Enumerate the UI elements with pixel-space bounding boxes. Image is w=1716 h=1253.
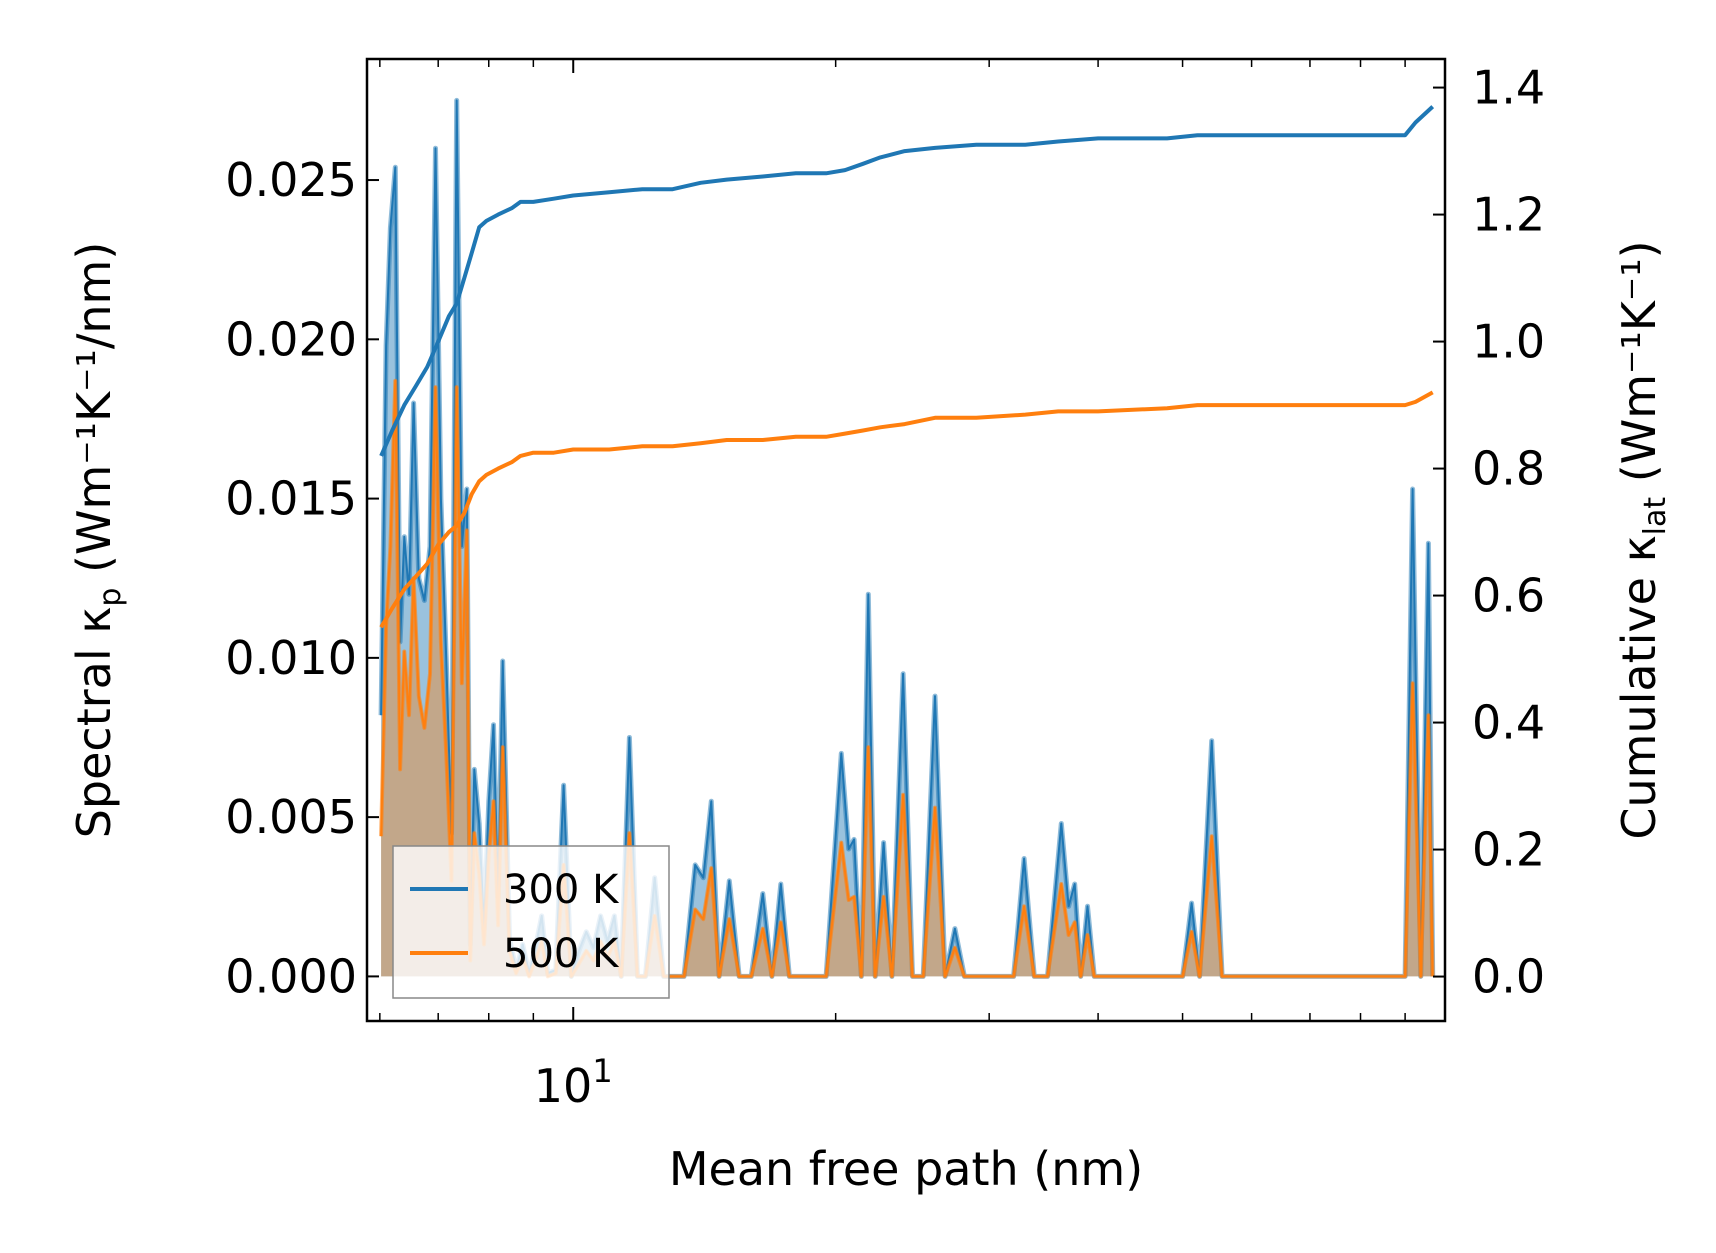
left-tick-label-0.020: 0.020 xyxy=(225,312,357,366)
plot-frame xyxy=(365,57,1447,1023)
left-tick-label-0.015: 0.015 xyxy=(225,472,357,526)
left-tick-label-0.010: 0.010 xyxy=(225,631,357,685)
right-tick-label-1.2: 1.2 xyxy=(1472,188,1545,242)
left-axis-title: Spectral κp (Wm⁻¹K⁻¹/nm) xyxy=(67,242,128,839)
left-axis-label: Spectral κp (Wm⁻¹K⁻¹/nm) xyxy=(67,242,128,839)
left-tick-label-0.005: 0.005 xyxy=(225,790,357,844)
left-tick-label-0.000: 0.000 xyxy=(225,949,357,1003)
right-tick-label-1.4: 1.4 xyxy=(1472,61,1545,115)
legend-box xyxy=(392,845,670,999)
right-axis-title: Cumulative κlat (Wm⁻¹K⁻¹) xyxy=(1612,240,1673,839)
right-tick-label-0.2: 0.2 xyxy=(1472,823,1545,877)
x-axis-label: Mean free path (nm) xyxy=(669,1142,1143,1196)
cumulative-series-layer xyxy=(379,105,1435,629)
left-tick-label-0.025: 0.025 xyxy=(225,153,357,207)
spectral-line-500k xyxy=(380,379,1434,978)
right-tick-label-0.8: 0.8 xyxy=(1472,442,1545,496)
cumulative-line-500k xyxy=(379,390,1434,629)
x-axis-title: Mean free path (nm) xyxy=(669,1142,1143,1196)
legend-label-500k: 500 K xyxy=(503,931,620,977)
x-tick-label: 101 xyxy=(534,1052,613,1113)
right-tick-label-1.0: 1.0 xyxy=(1472,315,1545,369)
legend-label-300k: 300 K xyxy=(503,867,620,913)
legend: 300 K 500 K xyxy=(392,845,670,999)
right-tick-label-0.0: 0.0 xyxy=(1472,950,1545,1004)
right-axis-label: Cumulative κlat (Wm⁻¹K⁻¹) xyxy=(1612,240,1673,839)
axis-ticks: 0.000 0.005 0.010 0.015 0.020 0.025 0.0 0.2 0.4 0… xyxy=(225,59,1545,1113)
right-tick-label-0.6: 0.6 xyxy=(1472,569,1545,623)
right-tick-label-0.4: 0.4 xyxy=(1472,696,1545,750)
cumulative-line-300k xyxy=(379,105,1435,457)
